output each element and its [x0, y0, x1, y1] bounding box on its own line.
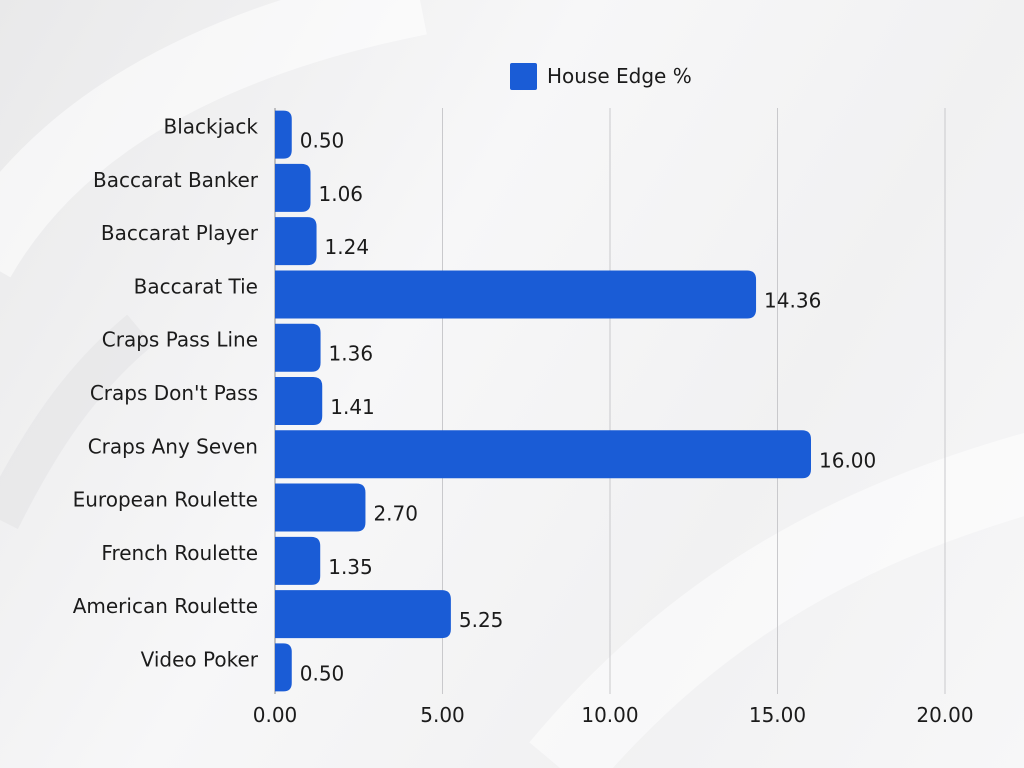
data-label: 1.06 — [319, 182, 364, 206]
bar — [275, 323, 321, 372]
data-label: 1.24 — [325, 235, 370, 259]
x-tick-label: 20.00 — [916, 703, 973, 727]
category-label: Baccarat Banker — [93, 168, 259, 192]
x-tick-label: 0.00 — [253, 703, 298, 727]
x-tick-label: 5.00 — [420, 703, 465, 727]
category-label: Video Poker — [141, 647, 259, 671]
category-label: Craps Pass Line — [102, 328, 258, 352]
bar — [275, 270, 757, 319]
bar — [275, 430, 811, 479]
bar — [275, 377, 323, 425]
data-label: 14.36 — [764, 288, 821, 312]
category-label: Craps Any Seven — [88, 434, 258, 458]
bar — [275, 163, 311, 212]
category-label: American Roulette — [73, 594, 258, 618]
data-label: 0.50 — [300, 129, 345, 153]
category-label: French Roulette — [101, 541, 258, 565]
legend: House Edge % — [510, 62, 692, 90]
data-label: 1.36 — [329, 342, 374, 366]
data-label: 0.50 — [300, 661, 345, 685]
legend-label: House Edge % — [547, 64, 692, 88]
category-label: Blackjack — [163, 115, 258, 139]
category-label: European Roulette — [73, 488, 258, 512]
data-label: 1.41 — [330, 395, 375, 419]
data-label: 5.25 — [459, 608, 504, 632]
legend-swatch — [510, 62, 537, 90]
bar — [275, 483, 366, 532]
bar — [275, 643, 292, 692]
x-tick-label: 10.00 — [581, 703, 638, 727]
bar — [275, 590, 451, 639]
data-label: 16.00 — [819, 448, 876, 472]
x-tick-label: 15.00 — [749, 703, 806, 727]
data-label: 1.35 — [328, 555, 373, 579]
data-label: 2.70 — [373, 502, 418, 526]
bar — [275, 110, 292, 159]
category-label: Craps Don't Pass — [90, 381, 258, 405]
bar — [275, 536, 321, 585]
category-label: Baccarat Player — [101, 221, 259, 245]
bar — [275, 217, 317, 266]
category-label: Baccarat Tie — [134, 274, 258, 298]
